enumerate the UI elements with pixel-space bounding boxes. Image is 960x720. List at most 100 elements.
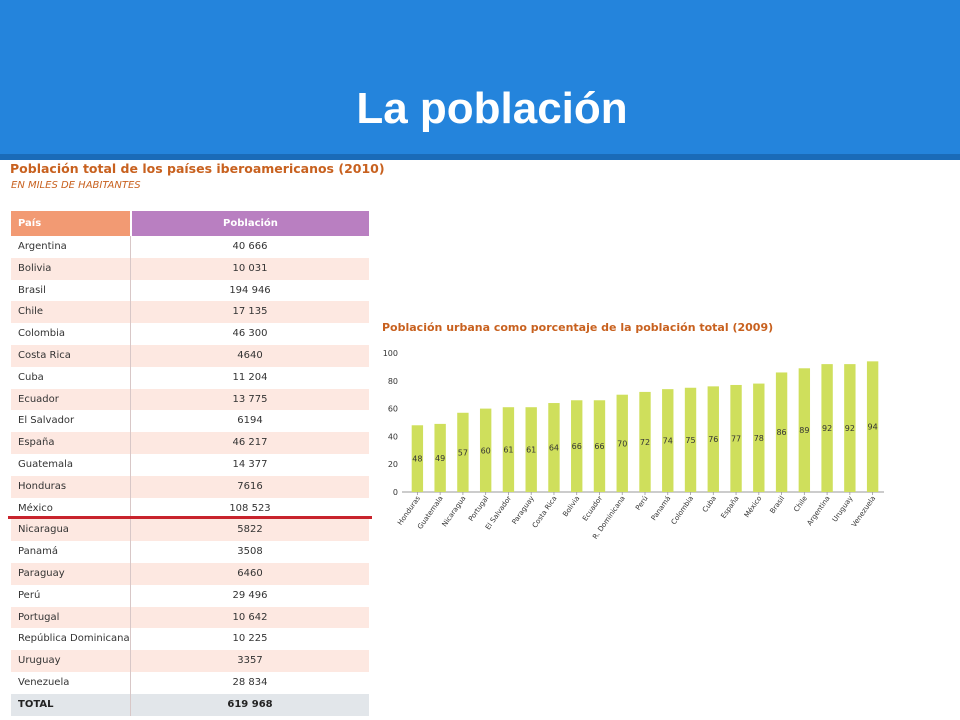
table-row: Argentina 40 666: [11, 236, 369, 258]
table-row: Panamá 3508: [11, 541, 369, 563]
country-cell: Panamá: [18, 546, 59, 558]
population-cell: 6460: [130, 562, 369, 585]
population-cell: 13 775: [130, 388, 369, 411]
y-tick-label: 20: [388, 460, 398, 469]
highlight-line: [8, 516, 372, 519]
total-value: 619 968: [130, 693, 369, 716]
table-body: Argentina 40 666 Bolivia 10 031 Brasil 194 94…: [11, 236, 369, 694]
total-label: TOTAL: [18, 698, 54, 710]
data-label: 75: [685, 436, 695, 445]
population-cell: 46 300: [130, 323, 369, 345]
category-label: Nicaragua: [441, 495, 468, 529]
bar: [798, 368, 811, 492]
bar: [866, 361, 879, 492]
population-cell: 29 496: [130, 584, 369, 607]
category-label: Portugal: [467, 495, 490, 523]
country-cell: Honduras: [18, 480, 67, 492]
category-label: Panamá: [650, 495, 673, 523]
category-label: Cuba: [701, 495, 718, 514]
population-cell: 10 642: [130, 606, 369, 629]
population-cell: 5822: [130, 519, 369, 542]
country-cell: Colombia: [18, 328, 65, 340]
table-row: República Dominicana 10 225: [11, 628, 369, 651]
table-row: Bolivia 10 031: [11, 257, 369, 280]
country-cell: Bolivia: [18, 262, 52, 274]
urban-population-chart: 02040608010048Honduras49Guatemala57Nicar…: [383, 349, 884, 541]
data-label: 57: [458, 448, 468, 457]
table-row: Guatemala 14 377: [11, 453, 369, 476]
table-row: Honduras 7616: [11, 475, 369, 498]
category-label: Colombia: [670, 495, 695, 527]
category-label: México: [743, 495, 764, 520]
country-cell: Nicaragua: [18, 524, 69, 536]
country-cell: Costa Rica: [18, 349, 71, 361]
data-label: 66: [594, 442, 604, 451]
data-label: 78: [754, 434, 764, 443]
slide-title: La población: [356, 84, 628, 133]
category-label: Argentina: [806, 495, 832, 528]
population-cell: 17 135: [130, 301, 369, 324]
category-label: Paraguay: [511, 495, 536, 526]
country-cell: República Dominicana: [18, 633, 130, 645]
table-row: Brasil 194 946: [11, 279, 369, 302]
bar: [844, 364, 856, 492]
country-cell: Venezuela: [18, 676, 70, 688]
table-header-row: País Población: [11, 211, 369, 236]
bar: [707, 386, 719, 492]
table-row: Cuba 11 204: [11, 366, 369, 389]
country-cell: Perú: [18, 589, 41, 601]
category-label: Venezuela: [850, 495, 877, 529]
category-label: Chile: [792, 495, 809, 514]
country-cell: Uruguay: [18, 655, 61, 667]
table-row: Paraguay 6460: [11, 562, 369, 585]
y-tick-label: 100: [383, 349, 398, 358]
table-row: Uruguay 3357: [11, 650, 369, 672]
bar: [434, 423, 446, 492]
table-title: Población total de los países iberoameri…: [10, 161, 385, 176]
category-label: Perú: [634, 495, 649, 512]
data-label: 60: [481, 446, 491, 455]
data-label: 64: [549, 444, 559, 453]
data-label: 66: [572, 442, 582, 451]
population-cell: 6194: [130, 410, 369, 433]
data-label: 86: [776, 428, 786, 437]
data-label: 77: [731, 434, 741, 443]
country-cell: Argentina: [18, 241, 67, 252]
country-cell: Chile: [18, 306, 44, 318]
bar: [730, 384, 742, 492]
bar: [684, 387, 697, 492]
y-tick-label: 80: [388, 377, 398, 386]
population-cell: 3357: [130, 650, 369, 672]
population-cell: 10 225: [130, 628, 369, 651]
population-cell: 10 031: [130, 257, 369, 280]
country-cell: España: [18, 437, 55, 449]
category-label: Brasil: [768, 495, 786, 516]
table-row: Costa Rica 4640: [11, 344, 369, 367]
data-label: 94: [868, 423, 878, 432]
bar: [662, 389, 674, 492]
population-cell: 7616: [130, 475, 369, 498]
table-row: Venezuela 28 834: [11, 671, 369, 694]
slide-header: [0, 0, 960, 154]
bar: [593, 400, 606, 492]
country-cell: Paraguay: [18, 567, 65, 579]
population-cell: 14 377: [130, 453, 369, 476]
population-cell: 11 204: [130, 366, 369, 389]
table-row: Perú 29 496: [11, 584, 369, 607]
population-cell: 46 217: [130, 432, 369, 454]
table-row: Ecuador 13 775: [11, 388, 369, 411]
data-label: 89: [799, 426, 809, 435]
bar: [502, 407, 515, 492]
table-row: Chile 17 135: [11, 301, 369, 324]
bar: [821, 364, 833, 492]
table-row: El Salvador 6194: [11, 410, 369, 433]
data-label: 48: [412, 455, 422, 464]
table-row: México 108 523: [11, 497, 369, 520]
country-cell: Guatemala: [18, 458, 74, 470]
bar: [753, 383, 765, 492]
bar: [479, 408, 492, 492]
header-country: País: [11, 211, 130, 236]
population-cell: 4640: [130, 344, 369, 367]
data-label: 61: [526, 446, 536, 455]
header-stripe: [0, 154, 960, 160]
